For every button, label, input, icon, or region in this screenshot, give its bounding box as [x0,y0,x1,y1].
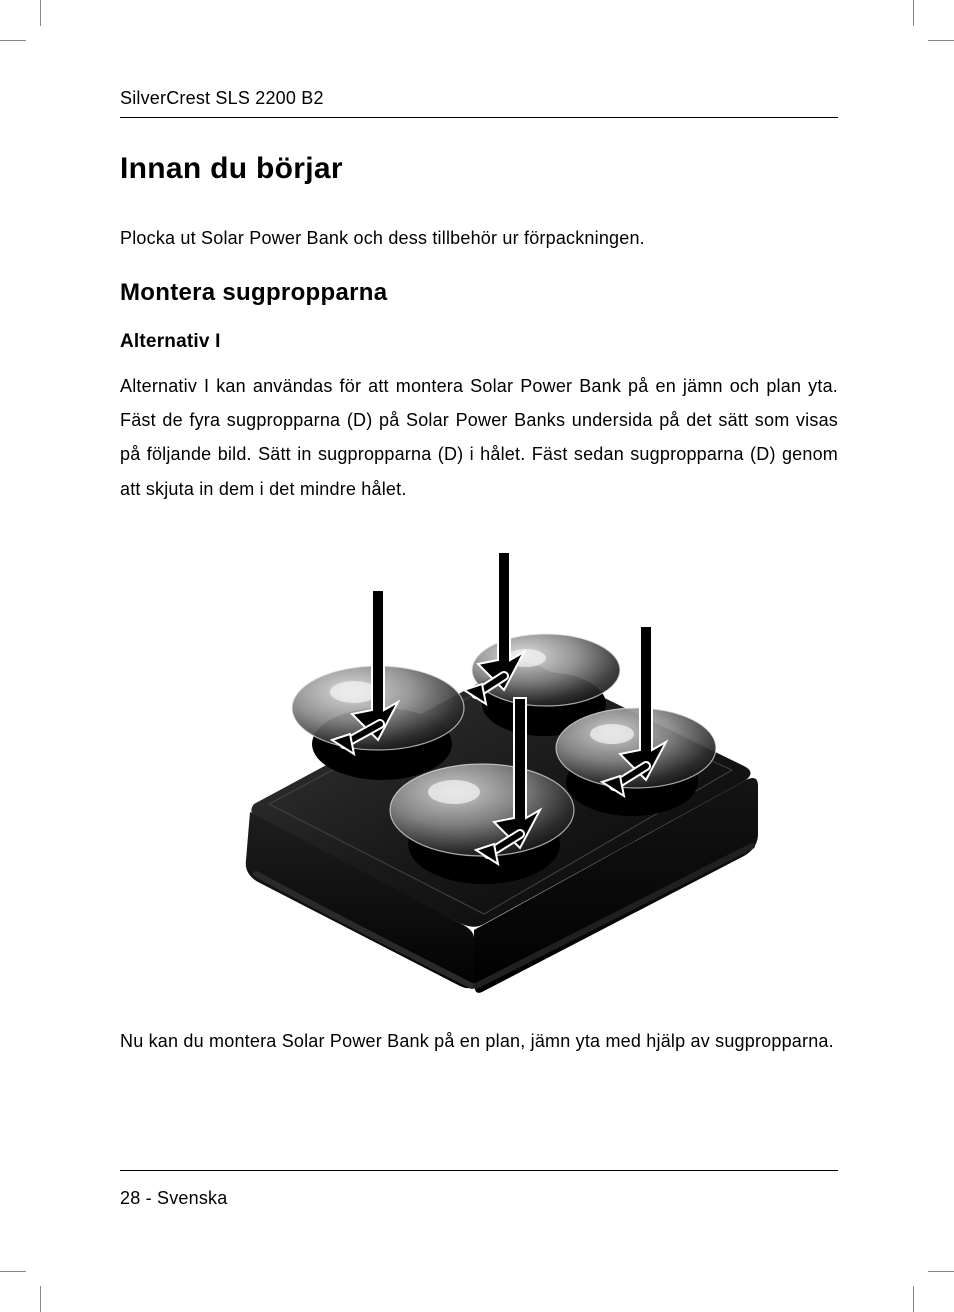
heading-option: Alternativ I [120,331,838,353]
crop-mark [928,1271,954,1272]
heading-main: Innan du börjar [120,152,838,186]
running-head: SilverCrest SLS 2200 B2 [120,88,838,118]
crop-mark [928,40,954,41]
body-paragraph-1: Alternativ I kan användas för att monter… [120,369,838,506]
heading-sub: Montera sugpropparna [120,279,838,307]
figure-container [120,534,838,1004]
footer-rule [120,1170,838,1171]
page-body: SilverCrest SLS 2200 B2 Innan du börjar … [120,88,838,1058]
intro-paragraph: Plocka ut Solar Power Bank och dess till… [120,228,838,249]
footer-page-label: 28 - Svenska [120,1188,227,1209]
crop-mark [0,40,26,41]
crop-mark [40,0,41,26]
body-paragraph-2: Nu kan du montera Solar Power Bank på en… [120,1024,838,1058]
crop-mark [913,0,914,26]
crop-mark [0,1271,26,1272]
product-illustration [184,534,774,1004]
crop-mark [40,1286,41,1312]
crop-mark [913,1286,914,1312]
